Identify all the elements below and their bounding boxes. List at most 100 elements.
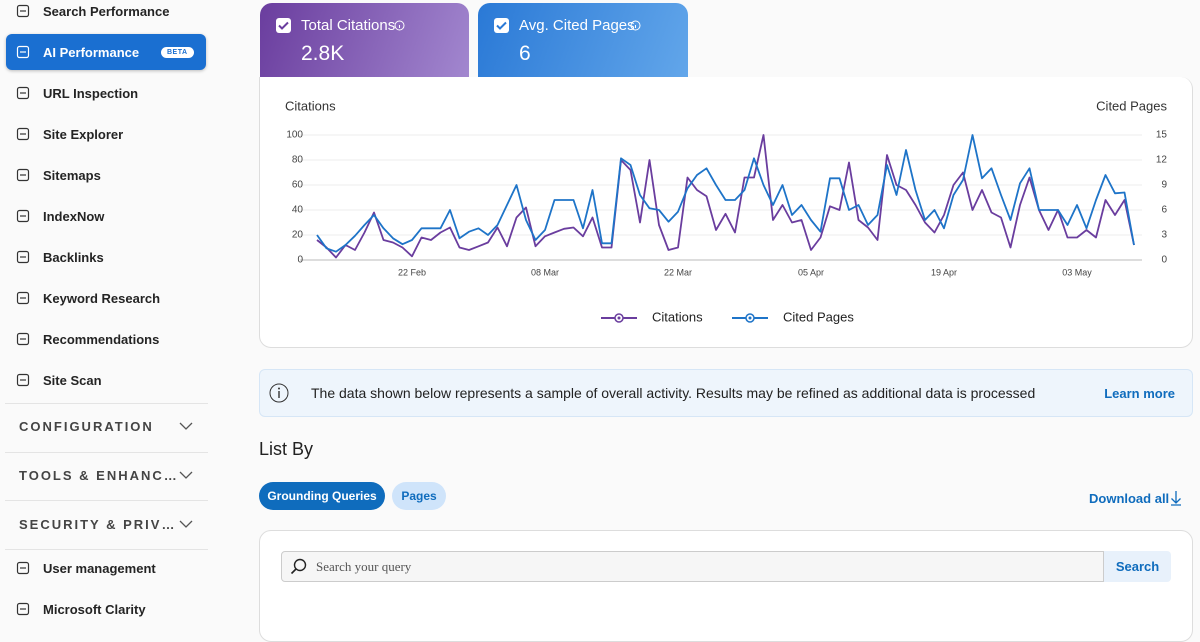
card-value: 2.8K bbox=[301, 42, 345, 65]
x-tick-label: 22 Feb bbox=[398, 267, 426, 277]
y2-tick-label: 9 bbox=[1161, 180, 1167, 191]
icon-shape bbox=[16, 373, 30, 387]
y-tick-label: 80 bbox=[292, 155, 304, 166]
chevron-shape bbox=[179, 422, 193, 430]
tab[interactable]: Pages bbox=[392, 482, 446, 510]
icon-shape bbox=[16, 561, 30, 575]
y-tick-label: 40 bbox=[292, 205, 304, 216]
icon-shape bbox=[16, 168, 30, 182]
nav-item[interactable]: Recommendations bbox=[6, 321, 206, 357]
nav-item[interactable]: Site Explorer bbox=[6, 116, 206, 152]
nav-icon bbox=[16, 373, 30, 387]
nav-icon bbox=[16, 332, 30, 346]
x-tick-label: 22 Mar bbox=[664, 267, 692, 277]
nav-icon bbox=[16, 602, 30, 616]
checkbox[interactable] bbox=[276, 18, 291, 33]
metric-card[interactable]: Avg. Cited Pages 6 bbox=[478, 3, 688, 77]
icon-shape bbox=[16, 86, 30, 100]
legend-label: Citations bbox=[652, 309, 703, 324]
divider bbox=[5, 403, 208, 404]
metric-card[interactable]: Total Citations 2.8K bbox=[260, 3, 469, 77]
card-value: 6 bbox=[519, 42, 531, 65]
nav-icon bbox=[16, 291, 30, 305]
nav-section[interactable]: CONFIGURATION bbox=[19, 419, 197, 434]
nav-label: Search Performance bbox=[43, 3, 170, 19]
divider bbox=[5, 500, 208, 501]
x-tick-label: 03 May bbox=[1062, 267, 1092, 277]
info-icon bbox=[630, 20, 641, 31]
nav-label: User management bbox=[43, 560, 156, 576]
nav-item[interactable]: Backlinks bbox=[6, 239, 206, 275]
info-icon bbox=[394, 20, 405, 31]
nav-icon bbox=[16, 561, 30, 575]
nav-label: Site Explorer bbox=[43, 126, 124, 142]
learn-more-link[interactable]: Learn more bbox=[1104, 386, 1175, 401]
card-title: Total Citations bbox=[301, 17, 396, 34]
icon-shape bbox=[16, 209, 30, 223]
icon-shape bbox=[16, 291, 30, 305]
nav-item[interactable]: Sitemaps bbox=[6, 157, 206, 193]
section-label: CONFIGURATION bbox=[19, 419, 154, 434]
icon-shape bbox=[16, 250, 30, 264]
nav-icon bbox=[16, 4, 30, 18]
y2-axis-title: Cited Pages bbox=[1096, 98, 1167, 113]
notice-text: The data shown below represents a sample… bbox=[311, 385, 1036, 401]
chart: Citations Cited Pages 0 20 40 60 80 100 0 3 6 9 12… bbox=[285, 98, 1168, 324]
x-tick-label: 05 Apr bbox=[798, 267, 824, 277]
nav-label: URL Inspection bbox=[43, 85, 139, 101]
nav-item[interactable]: Keyword Research bbox=[6, 280, 206, 316]
chevron bbox=[179, 422, 193, 430]
tab-active[interactable]: Grounding Queries bbox=[259, 482, 385, 510]
icon-shape bbox=[16, 4, 30, 18]
chevron-shape bbox=[179, 471, 193, 479]
download-icon[interactable] bbox=[1170, 490, 1182, 506]
notice-banner: The data shown below represents a sample… bbox=[259, 369, 1193, 417]
nav-item[interactable]: User management bbox=[6, 550, 206, 586]
y2-tick-label: 3 bbox=[1161, 230, 1167, 241]
nav-item[interactable]: URL Inspection bbox=[6, 75, 206, 111]
nav-section[interactable]: SECURITY & PRIV… bbox=[19, 517, 197, 532]
info-icon bbox=[269, 383, 289, 403]
legend-marker-dot bbox=[617, 316, 621, 320]
legend-label: Cited Pages bbox=[783, 309, 854, 324]
sidebar: Search Performance AI Performance BETA URL … bbox=[0, 0, 212, 627]
nav-section[interactable]: TOOLS & ENHANC… bbox=[19, 468, 197, 483]
y2-tick-label: 15 bbox=[1156, 130, 1168, 141]
icon-shape bbox=[16, 127, 30, 141]
search-input[interactable]: Search your query bbox=[281, 551, 1104, 582]
search-placeholder: Search your query bbox=[316, 559, 412, 574]
y-tick-label: 100 bbox=[286, 130, 303, 141]
section-label: SECURITY & PRIV… bbox=[19, 517, 177, 532]
series-line bbox=[316, 134, 1135, 253]
chevron-shape bbox=[179, 520, 193, 528]
y2-tick-label: 6 bbox=[1161, 205, 1167, 216]
nav-badge: BETA bbox=[161, 46, 194, 58]
nav-label: IndexNow bbox=[43, 208, 105, 224]
chart-panel: Citations Cited Pages 0 20 40 60 80 100 0 3 6 9 12… bbox=[259, 77, 1193, 348]
download-link[interactable]: Download all bbox=[1089, 491, 1170, 506]
series-line bbox=[316, 134, 1135, 259]
search-button[interactable]: Search bbox=[1104, 551, 1171, 582]
section-label: TOOLS & ENHANC… bbox=[19, 468, 179, 483]
card-title: Avg. Cited Pages bbox=[519, 17, 635, 34]
nav-label: Site Scan bbox=[43, 372, 102, 388]
nav-item[interactable]: AI Performance BETA bbox=[6, 34, 206, 70]
nav-icon bbox=[16, 168, 30, 182]
nav-item[interactable]: IndexNow bbox=[6, 198, 206, 234]
nav-label: Microsoft Clarity bbox=[43, 601, 146, 617]
y-tick-label: 20 bbox=[292, 230, 304, 241]
y-tick-label: 0 bbox=[297, 255, 303, 266]
list-by-title: List By bbox=[259, 439, 314, 459]
nav-item[interactable]: Site Scan bbox=[6, 362, 206, 398]
nav-item[interactable]: Microsoft Clarity bbox=[6, 591, 206, 627]
divider bbox=[5, 549, 208, 550]
y-tick-label: 60 bbox=[292, 180, 304, 191]
icon-shape bbox=[16, 45, 30, 59]
results-panel: Search your query Search bbox=[259, 530, 1193, 642]
nav-item[interactable]: Search Performance bbox=[6, 0, 206, 29]
divider bbox=[5, 452, 208, 453]
checkbox[interactable] bbox=[494, 18, 509, 33]
nav-icon bbox=[16, 45, 30, 59]
search-icon bbox=[290, 558, 307, 575]
